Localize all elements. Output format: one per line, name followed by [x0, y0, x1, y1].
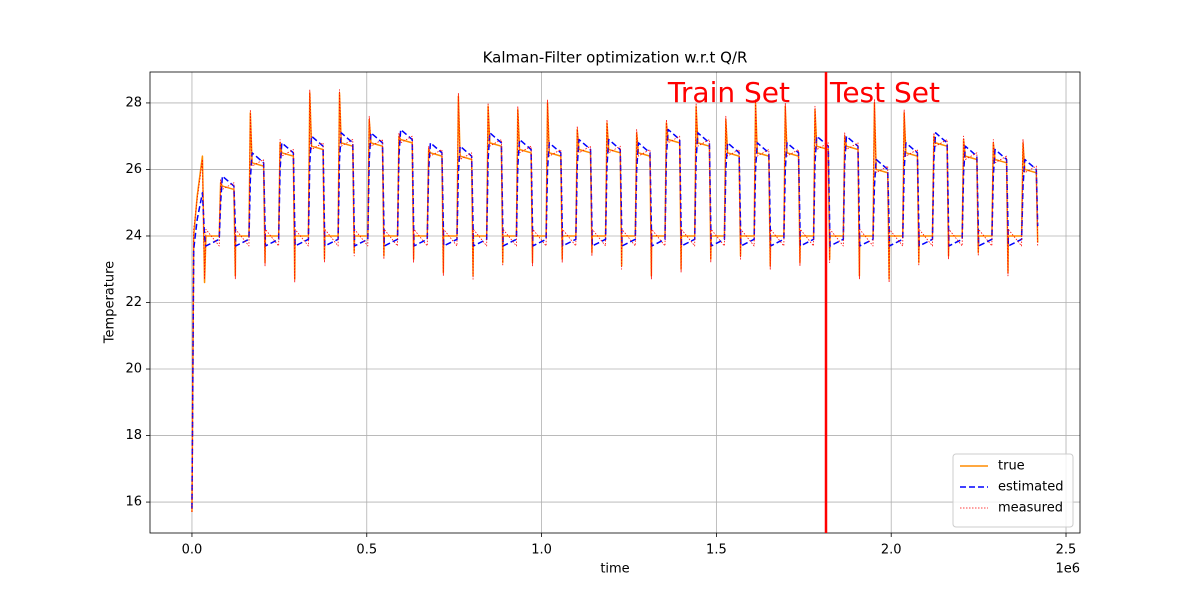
legend-label: true [998, 459, 1025, 474]
y-tick-label: 20 [125, 362, 142, 377]
x-axis-label: time [600, 562, 629, 577]
y-axis-label: Temperature [103, 261, 118, 344]
y-tick-label: 28 [125, 95, 142, 110]
legend-label: measured [998, 501, 1063, 516]
series-line [191, 128, 1039, 509]
x-offset-label: 1e6 [1055, 562, 1080, 577]
legend: true estimated measured [952, 453, 1074, 528]
series-line [191, 89, 1039, 513]
annotation: Test Set [829, 76, 940, 109]
x-tick-label: 1.0 [531, 543, 552, 558]
plot-lines [191, 89, 1039, 513]
x-tick-label: 1.5 [706, 543, 727, 558]
y-tick-label: 22 [125, 295, 142, 310]
y-tick-label: 16 [125, 495, 142, 510]
x-tick-label: 2.5 [1056, 543, 1077, 558]
legend-box [952, 453, 1074, 528]
annotation: Train Set [667, 76, 790, 109]
y-tick-label: 18 [125, 428, 142, 443]
chart-title: Kalman-Filter optimization w.r.t Q/R [483, 49, 748, 67]
legend-label: estimated [998, 480, 1063, 495]
y-tick-label: 24 [125, 228, 142, 243]
x-tick-label: 0.5 [356, 543, 377, 558]
y-tick-label: 26 [125, 162, 142, 177]
x-tick-label: 0.0 [182, 543, 203, 558]
x-tick-label: 2.0 [881, 543, 902, 558]
